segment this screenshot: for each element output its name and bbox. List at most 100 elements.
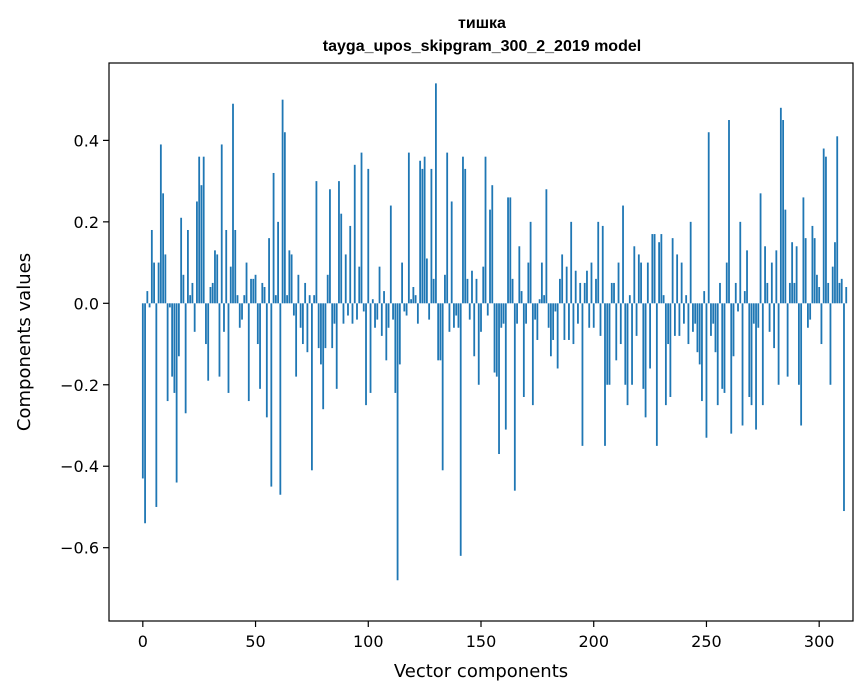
x-tick-label: 200 xyxy=(578,632,609,651)
bar-65 xyxy=(288,250,291,304)
bar-251 xyxy=(707,132,710,304)
bar-176 xyxy=(538,299,541,304)
bar-81 xyxy=(324,303,327,349)
bar-162 xyxy=(507,197,509,304)
x-tick-label: 0 xyxy=(138,632,148,651)
bar-7 xyxy=(157,262,160,304)
bar-211 xyxy=(617,262,620,304)
bar-158 xyxy=(498,303,500,455)
bar-271 xyxy=(752,303,755,324)
bar-172 xyxy=(529,221,532,304)
bar-121 xyxy=(414,295,417,304)
bar-281 xyxy=(775,250,778,304)
y-tick-label: 0.0 xyxy=(74,294,99,313)
bar-149 xyxy=(477,303,480,385)
bar-41 xyxy=(234,229,237,304)
bar-189 xyxy=(568,303,570,340)
bar-90 xyxy=(344,254,347,304)
bar-137 xyxy=(450,201,453,304)
bar-173 xyxy=(531,303,534,406)
bar-292 xyxy=(800,303,803,426)
bar-303 xyxy=(825,156,827,304)
bar-46 xyxy=(245,262,248,304)
bar-4 xyxy=(150,229,153,304)
bar-87 xyxy=(338,181,340,304)
bar-26 xyxy=(200,185,203,304)
bar-113 xyxy=(396,303,399,581)
bar-64 xyxy=(286,295,289,304)
bar-8 xyxy=(159,144,162,304)
bar-203 xyxy=(599,303,602,336)
bar-80 xyxy=(322,303,325,410)
bar-234 xyxy=(669,303,672,397)
bar-178 xyxy=(543,295,546,304)
bar-231 xyxy=(662,295,665,304)
bar-266 xyxy=(741,303,744,426)
bar-195 xyxy=(581,303,584,446)
bar-191 xyxy=(572,303,575,345)
bar-294 xyxy=(804,238,807,304)
bar-135 xyxy=(446,152,449,304)
bar-133 xyxy=(441,303,444,471)
bar-221 xyxy=(640,262,642,304)
bar-170 xyxy=(525,303,527,324)
bar-63 xyxy=(283,132,286,304)
bar-302 xyxy=(822,148,825,304)
bar-71 xyxy=(301,303,304,345)
bar-185 xyxy=(559,278,561,304)
x-tick-label: 250 xyxy=(691,632,722,651)
bar-89 xyxy=(342,303,345,324)
bar-130 xyxy=(435,83,437,304)
bar-122 xyxy=(416,303,419,324)
bar-174 xyxy=(534,303,537,320)
bar-258 xyxy=(723,303,726,393)
bar-146 xyxy=(471,270,473,304)
bar-60 xyxy=(277,221,279,304)
bar-54 xyxy=(263,287,266,304)
bar-286 xyxy=(786,303,789,377)
bar-35 xyxy=(220,144,223,304)
bar-72 xyxy=(304,282,307,304)
bar-27 xyxy=(202,156,205,304)
bar-68 xyxy=(295,303,298,377)
bar-6 xyxy=(155,303,158,507)
bar-226 xyxy=(651,234,654,304)
bar-287 xyxy=(788,282,791,304)
bar-96 xyxy=(358,266,361,304)
bar-107 xyxy=(383,291,385,304)
bar-0 xyxy=(141,303,144,479)
bar-110 xyxy=(389,205,392,304)
bar-159 xyxy=(500,303,503,328)
bar-299 xyxy=(816,274,818,304)
bar-246 xyxy=(696,303,699,353)
bar-105 xyxy=(378,266,381,304)
bar-131 xyxy=(437,303,440,361)
bar-227 xyxy=(653,234,656,304)
bar-310 xyxy=(840,278,843,304)
bar-76 xyxy=(313,295,316,304)
bar-249 xyxy=(703,291,706,304)
bar-128 xyxy=(430,168,433,304)
bar-280 xyxy=(773,303,775,349)
bar-1 xyxy=(144,303,146,524)
bar-296 xyxy=(809,303,812,320)
bar-152 xyxy=(484,156,487,304)
bar-9 xyxy=(162,193,165,304)
bar-297 xyxy=(811,225,814,304)
bar-229 xyxy=(658,242,661,304)
y-tick-label: −0.2 xyxy=(60,376,99,395)
bar-11 xyxy=(166,303,169,402)
bar-206 xyxy=(606,303,609,385)
bar-237 xyxy=(676,254,679,304)
bar-49 xyxy=(252,278,255,304)
bar-250 xyxy=(705,303,708,438)
bar-30 xyxy=(209,287,212,304)
bar-102 xyxy=(371,299,374,304)
bar-125 xyxy=(423,156,426,304)
bar-99 xyxy=(365,303,367,406)
bar-32 xyxy=(214,250,216,304)
bar-21 xyxy=(189,295,192,304)
bar-95 xyxy=(356,303,358,320)
bar-45 xyxy=(243,295,246,304)
